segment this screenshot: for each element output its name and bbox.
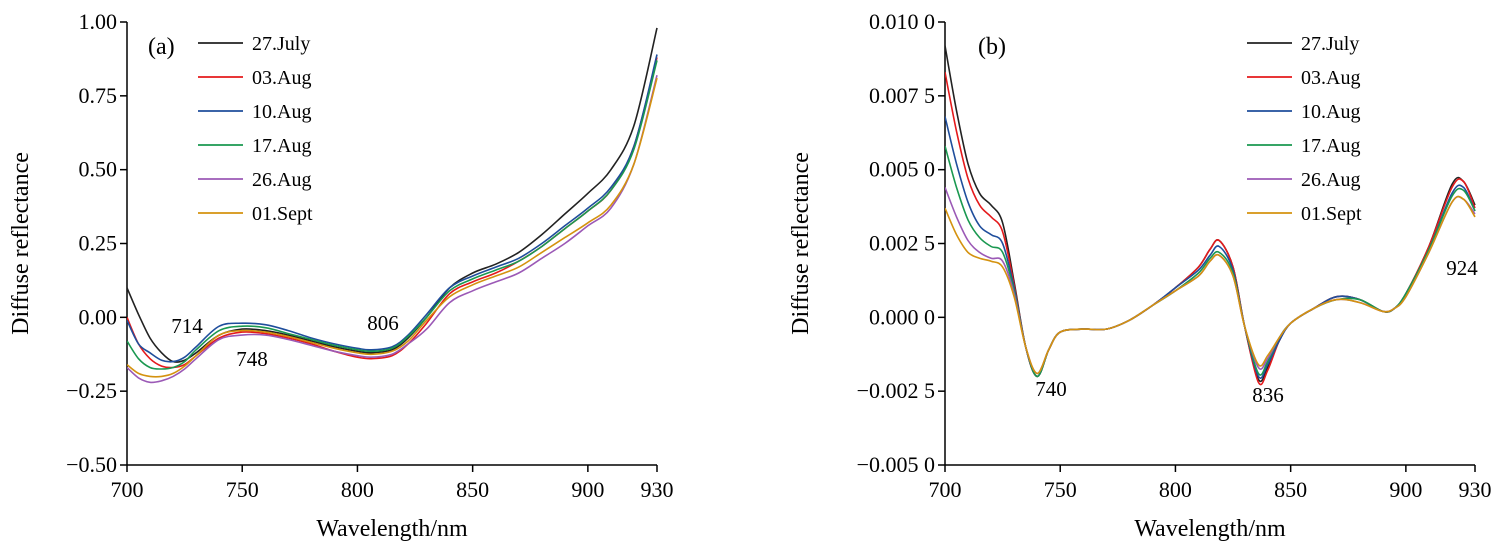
y-tick-label: 0.007 5 — [869, 83, 935, 108]
x-tick-label: 800 — [1159, 477, 1192, 502]
x-tick-label: 850 — [456, 477, 489, 502]
y-tick-label: 0.75 — [79, 83, 118, 108]
panel-label: (a) — [148, 34, 175, 60]
x-tick-label: 800 — [341, 477, 374, 502]
y-axis-label: Diffuse reflectance — [788, 152, 814, 335]
y-tick-label: −0.002 5 — [857, 378, 935, 403]
peak-annotation: 714 — [171, 314, 203, 338]
y-tick-label: −0.25 — [66, 378, 117, 403]
legend-label: 27.July — [1301, 33, 1359, 55]
series-line-01-sept — [945, 195, 1476, 375]
y-axis-label: Diffuse reflectance — [8, 152, 34, 335]
legend-label: 26.Aug — [1301, 169, 1360, 191]
x-axis-label: Wavelength/nm — [1134, 516, 1286, 542]
chart-panel-b: 0.010 0 0.007 5 0.005 0 0.002 5 0.000 0 −0.00… — [788, 9, 1492, 542]
legend-label: 03.Aug — [252, 67, 311, 89]
x-tick-label: 700 — [111, 477, 144, 502]
x-tick-label: 700 — [929, 477, 962, 502]
legend-label: 10.Aug — [1301, 101, 1360, 123]
y-tick-label: 0.00 — [79, 304, 118, 329]
y-tick-label: 0.000 0 — [869, 304, 935, 329]
legend-label: 26.Aug — [252, 169, 311, 191]
series-line-01-sept — [127, 77, 658, 378]
legend-label: 10.Aug — [252, 101, 311, 123]
x-tick-label: 750 — [1044, 477, 1077, 502]
legend-label: 17.Aug — [252, 135, 311, 157]
y-tick-label: −0.005 0 — [857, 452, 935, 477]
series-line-27-july — [127, 27, 658, 363]
peak-annotation: 748 — [236, 347, 268, 371]
y-tick-label: 0.25 — [79, 231, 118, 256]
legend-label: 17.Aug — [1301, 135, 1360, 157]
y-tick-label: 0.002 5 — [869, 231, 935, 256]
x-tick-label: 900 — [1389, 477, 1422, 502]
x-tick-label: 900 — [571, 477, 604, 502]
y-tick-label: 0.005 0 — [869, 157, 935, 182]
legend-label: 01.Sept — [252, 203, 313, 225]
legend-label: 01.Sept — [1301, 203, 1362, 225]
legend-label: 03.Aug — [1301, 67, 1360, 89]
x-tick-label: 750 — [226, 477, 259, 502]
x-tick-label: 930 — [1459, 477, 1492, 502]
y-tick-label: −0.50 — [66, 452, 117, 477]
series-line-26-aug — [127, 74, 658, 384]
y-tick-label: 0.50 — [79, 157, 118, 182]
panel-label: (b) — [978, 34, 1006, 60]
y-tick-label: 0.010 0 — [869, 9, 935, 34]
x-axis-label: Wavelength/nm — [316, 516, 468, 542]
series-line-27-july — [945, 45, 1476, 383]
legend-label: 27.July — [252, 33, 310, 55]
y-tick-label: 1.00 — [79, 9, 118, 34]
series-line-17-aug — [127, 60, 658, 370]
peak-annotation: 924 — [1446, 256, 1478, 280]
series-line-10-aug — [127, 54, 658, 363]
peak-annotation: 806 — [367, 311, 399, 335]
x-tick-label: 930 — [641, 477, 674, 502]
peak-annotation: 836 — [1252, 383, 1284, 407]
x-tick-label: 850 — [1274, 477, 1307, 502]
peak-annotation: 740 — [1035, 377, 1067, 401]
